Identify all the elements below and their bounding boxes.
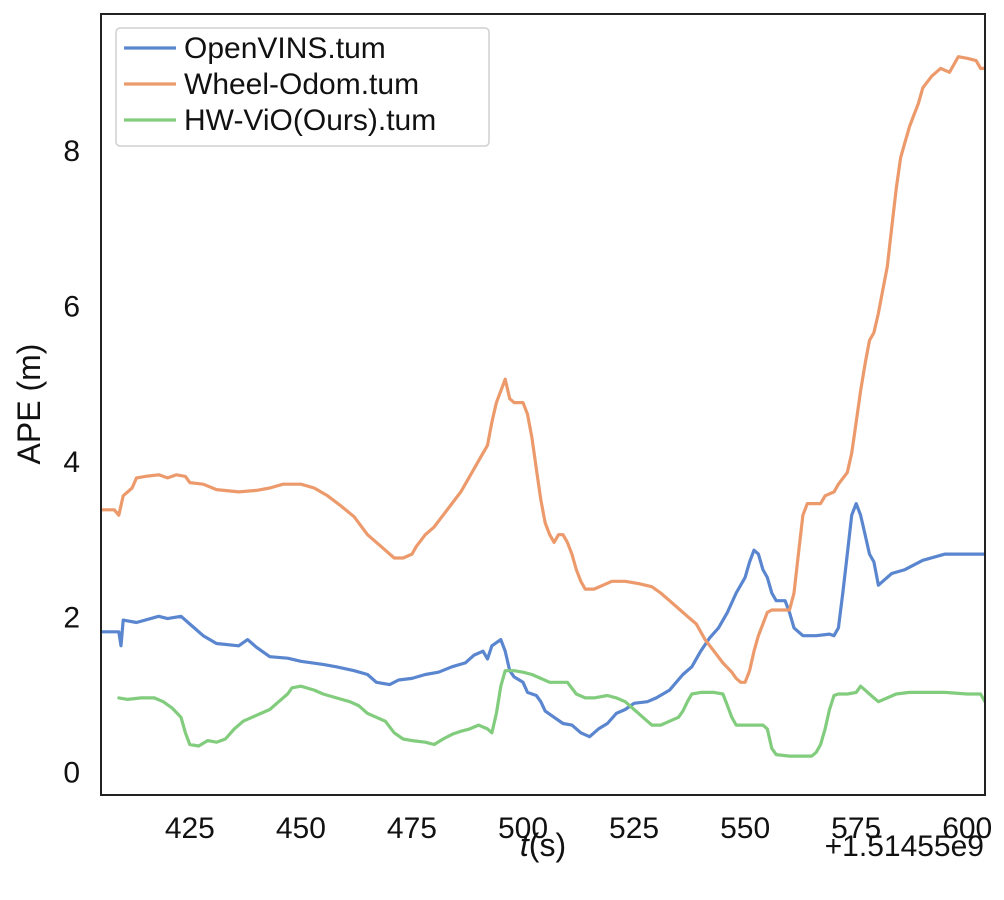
x-axis-label: t(s)	[520, 827, 566, 863]
legend: OpenVINS.tumWheel-Odom.tumHW-ViO(Ours).t…	[115, 27, 490, 147]
x-tick-label: 550	[720, 812, 770, 845]
series-layer	[101, 55, 985, 758]
x-tick-label: 600	[942, 812, 992, 845]
y-tick-label: 8	[63, 135, 80, 168]
x-tick-label: 475	[387, 812, 437, 845]
series-line-1	[101, 502, 985, 739]
legend-label: Wheel-Odom.tum	[184, 68, 419, 101]
legend-label: OpenVINS.tum	[184, 32, 386, 65]
x-tick-label: 575	[831, 812, 881, 845]
x-axis-ticks: 425 450 475 500 525 550 575 600	[165, 812, 992, 845]
y-axis-label: APE (m)	[11, 344, 47, 465]
y-tick-label: 4	[63, 446, 80, 479]
y-axis-ticks: 0 2 4 6 8	[63, 135, 80, 790]
x-tick-label: 500	[498, 812, 548, 845]
legend-label: HW-ViO(Ours).tum	[184, 104, 436, 137]
x-axis-label-unit: (s)	[529, 827, 566, 863]
x-axis-offset-label: +1.51455e9	[825, 830, 984, 863]
series-line-3	[117, 669, 985, 758]
plot-frame	[100, 13, 986, 796]
legend-box	[115, 27, 490, 147]
legend-items: OpenVINS.tumWheel-Odom.tumHW-ViO(Ours).t…	[124, 32, 436, 137]
series-line-2	[101, 55, 985, 684]
x-axis-label-italic: t	[520, 827, 530, 863]
x-tick-label: 525	[609, 812, 659, 845]
y-tick-label: 2	[63, 601, 80, 634]
x-tick-label: 425	[165, 812, 215, 845]
y-tick-label: 6	[63, 290, 80, 323]
x-tick-label: 450	[276, 812, 326, 845]
y-tick-label: 0	[63, 757, 80, 790]
